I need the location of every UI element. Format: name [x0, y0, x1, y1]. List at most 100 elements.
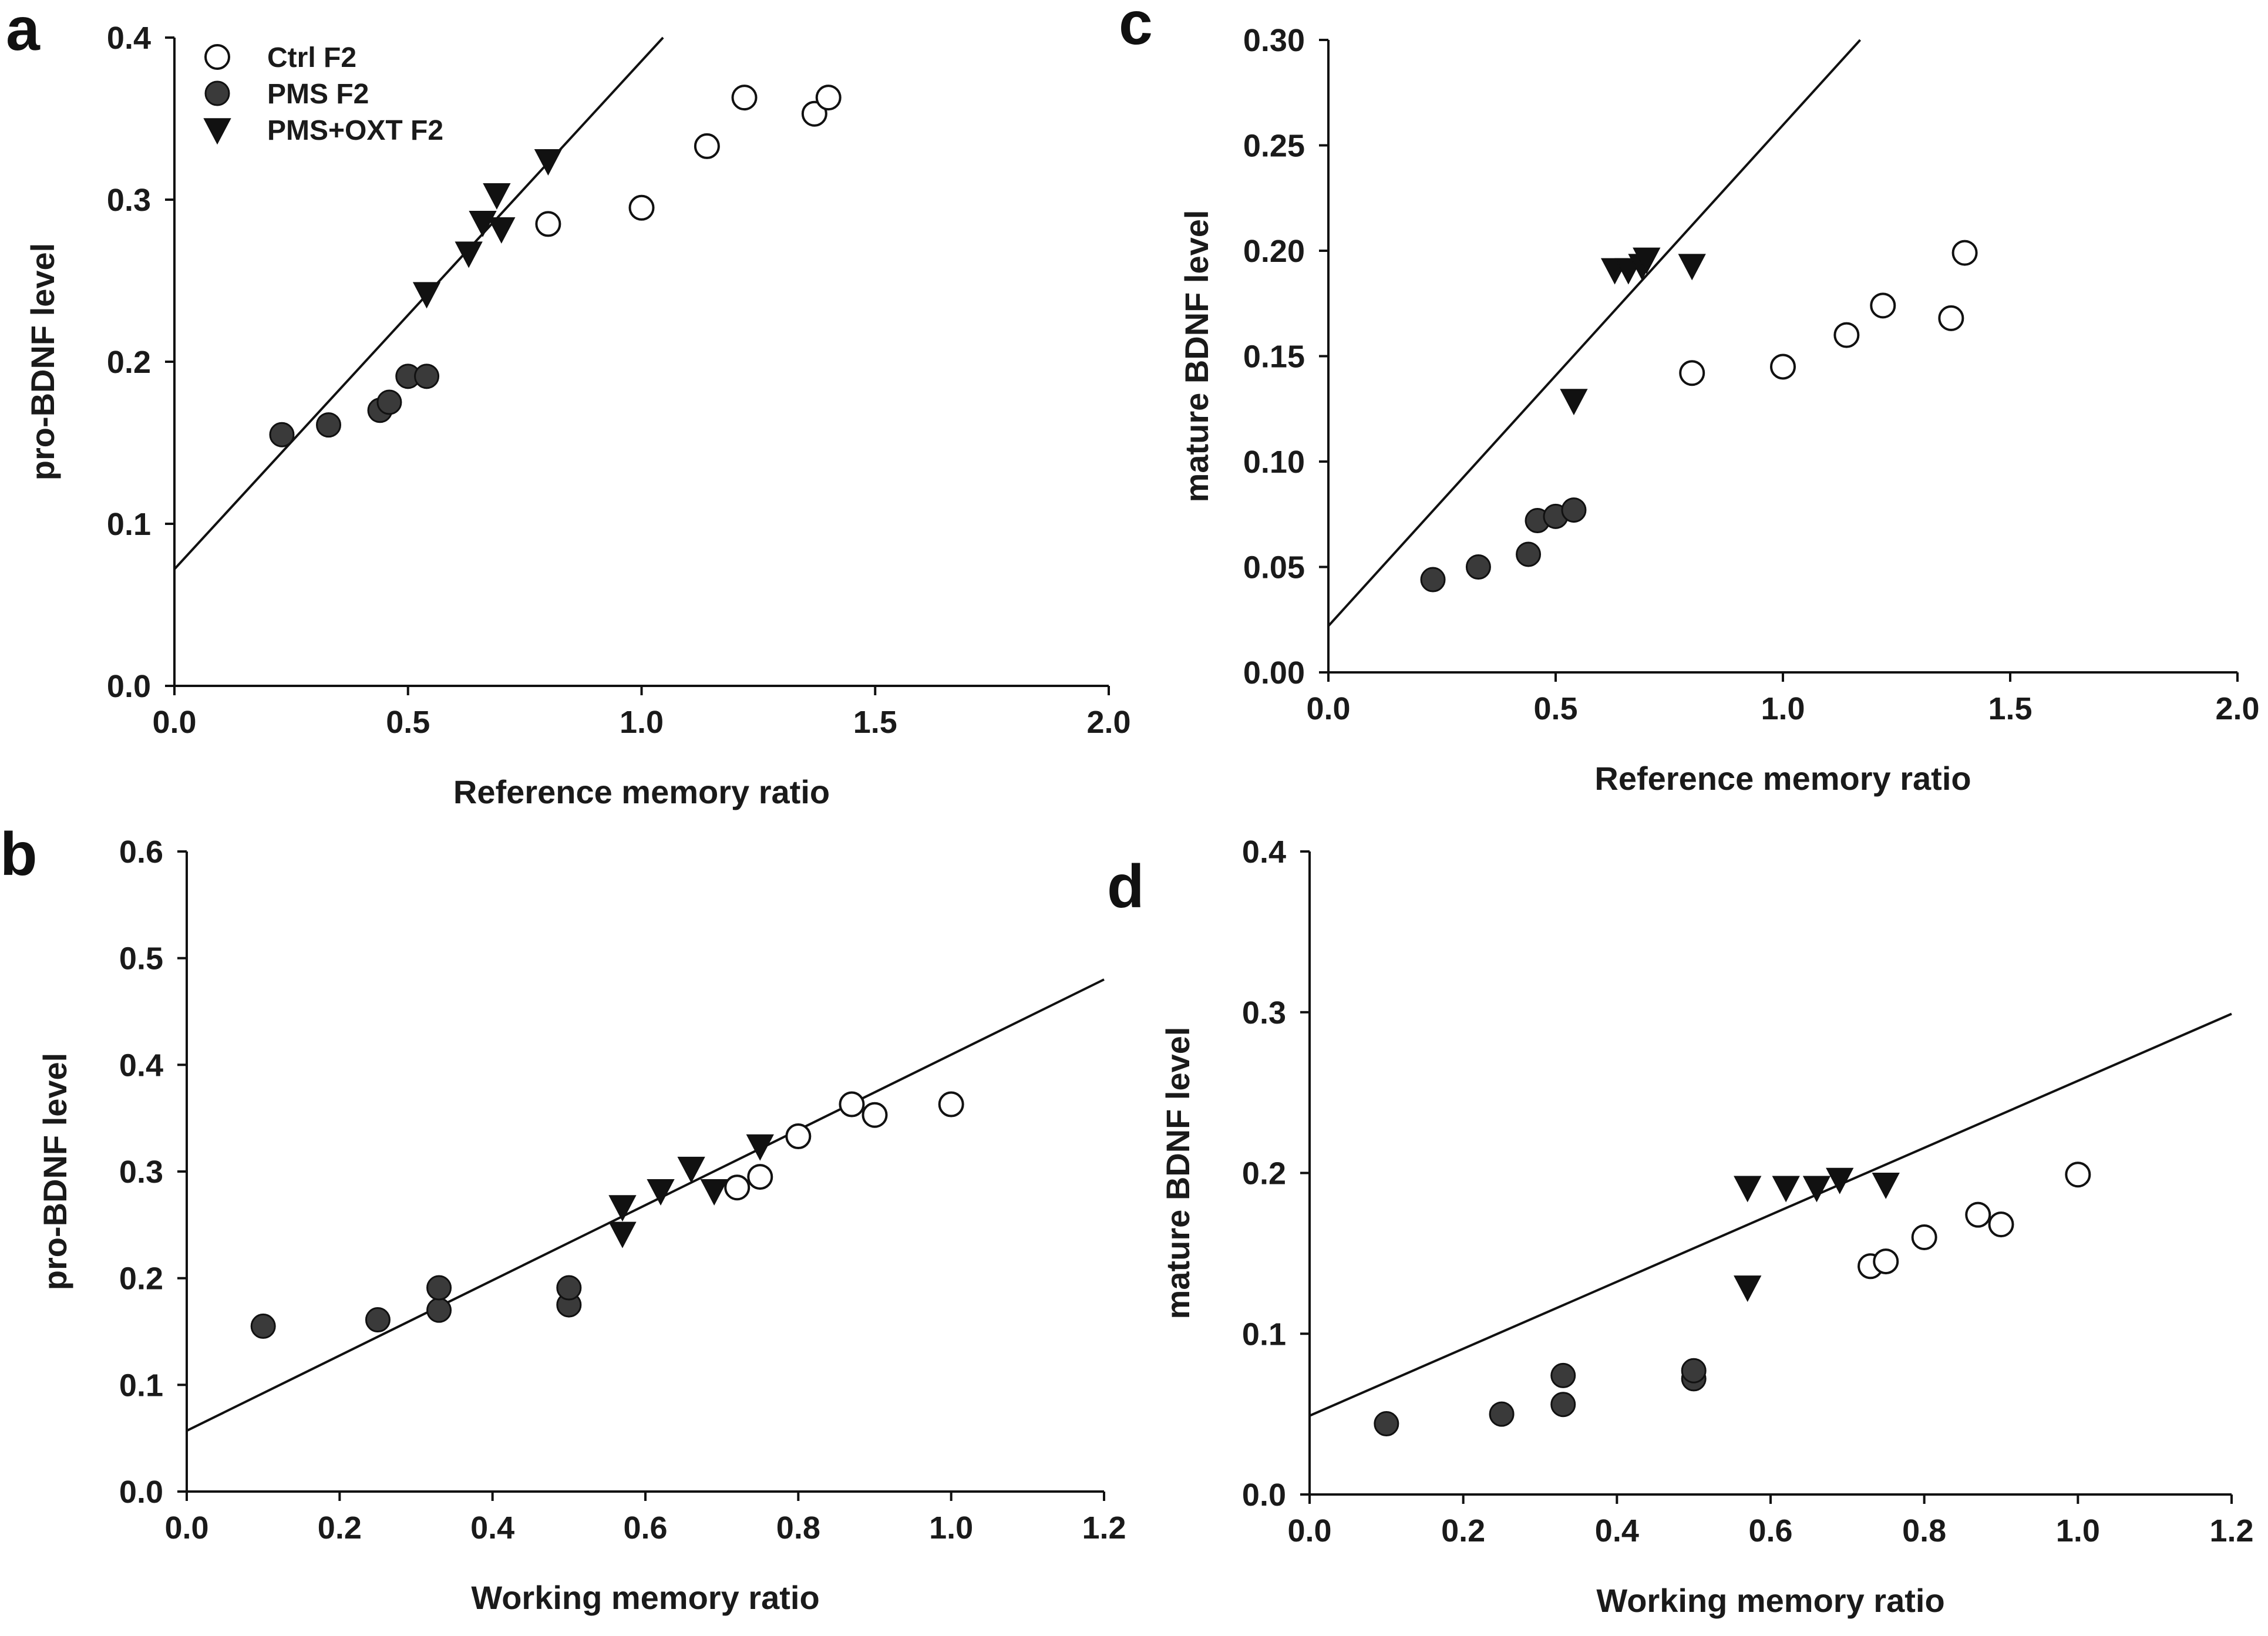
- data-point-filled-circle: [316, 412, 342, 438]
- data-point-down-triangle: [746, 1134, 774, 1161]
- data-point-down-triangle: [1734, 1176, 1762, 1203]
- data-point-down-triangle: [455, 241, 483, 268]
- data-point-down-triangle: [483, 183, 511, 210]
- y-tick-label: 0.0: [107, 669, 151, 704]
- y-tick-label: 0.05: [1243, 550, 1305, 585]
- x-tick-label: 2.0: [1086, 705, 1130, 740]
- data-point-filled-circle: [556, 1275, 582, 1301]
- data-point-open-circle: [1833, 322, 1860, 348]
- y-tick-label: 0.1: [1242, 1317, 1286, 1352]
- x-tick-label: 0.4: [470, 1510, 514, 1546]
- data-point-open-circle: [1965, 1201, 1991, 1228]
- x-tick-label: 0.0: [152, 705, 196, 740]
- regression-line: [186, 978, 1105, 1432]
- data-point-down-triangle: [1678, 254, 1706, 281]
- data-point-open-circle: [2065, 1162, 2091, 1188]
- x-tick-label: 0.2: [1441, 1513, 1485, 1549]
- data-point-down-triangle: [1772, 1176, 1800, 1203]
- x-tick-label: 0.2: [318, 1510, 362, 1546]
- data-point-open-circle: [535, 211, 561, 237]
- data-point-down-triangle: [647, 1179, 675, 1206]
- data-point-down-triangle: [700, 1179, 728, 1206]
- y-tick-label: 0.4: [119, 1048, 163, 1083]
- data-point-down-triangle: [1826, 1167, 1854, 1194]
- data-point-open-circle: [1679, 360, 1705, 386]
- y-tick-label: 0.2: [107, 345, 151, 380]
- data-point-filled-circle: [1489, 1401, 1515, 1427]
- y-tick-label: 0.1: [107, 507, 151, 542]
- x-tick-label: 0.0: [1306, 691, 1350, 726]
- data-point-down-triangle: [1560, 389, 1588, 416]
- data-point-down-triangle: [608, 1221, 637, 1248]
- x-tick-label: 0.8: [776, 1510, 820, 1546]
- data-point-filled-circle: [1465, 554, 1491, 580]
- data-point-open-circle: [801, 100, 827, 127]
- data-point-open-circle: [747, 1164, 773, 1190]
- y-tick-label: 0.1: [119, 1368, 163, 1403]
- panel-label-a: a: [6, 0, 41, 63]
- panel-label-b: b: [0, 820, 38, 888]
- x-tick-label: 1.2: [1082, 1510, 1126, 1546]
- y-tick-label: 0.20: [1243, 234, 1305, 269]
- y-tick-label: 0.00: [1243, 655, 1305, 691]
- data-point-down-triangle: [487, 217, 516, 244]
- data-point-filled-circle: [376, 389, 402, 415]
- panel-label-d: d: [1107, 853, 1145, 921]
- data-point-open-circle: [1873, 1248, 1899, 1275]
- x-tick-label: 1.0: [929, 1510, 973, 1546]
- y-tick-label: 0.3: [107, 183, 151, 218]
- y-tick-label: 0.5: [119, 941, 163, 977]
- y-tick-label: 0.0: [1242, 1477, 1286, 1513]
- regression-line: [1327, 39, 1862, 627]
- data-point-open-circle: [724, 1174, 751, 1201]
- x-tick-label: 1.0: [620, 705, 664, 740]
- data-point-open-circle: [862, 1102, 888, 1128]
- data-point-open-circle: [694, 133, 720, 159]
- y-tick-label: 0.30: [1243, 23, 1305, 58]
- data-point-down-triangle: [1734, 1275, 1762, 1302]
- y-tick-label: 0.25: [1243, 129, 1305, 164]
- data-point-open-circle: [731, 85, 758, 111]
- x-axis-title: Working memory ratio: [1596, 1582, 1944, 1619]
- x-tick-label: 0.0: [164, 1510, 208, 1546]
- data-point-open-circle: [1938, 305, 1964, 331]
- panel-b: b 0.0 0.2 0.4 0.6 0.8 1.0 1.2 0.0 0.1 0.2 0.3 0.4 0.5…: [0, 820, 1126, 1616]
- data-point-filled-circle: [1561, 497, 1587, 523]
- x-tick-label: 0.5: [386, 705, 430, 740]
- data-point-open-circle: [1770, 354, 1796, 380]
- y-axis-title: pro-BDNF level: [24, 243, 61, 481]
- x-tick-label: 0.6: [623, 1510, 667, 1546]
- x-tick-label: 0.5: [1533, 691, 1577, 726]
- y-tick-label: 0.2: [119, 1261, 163, 1297]
- data-point-open-circle: [839, 1091, 865, 1117]
- legend-label-ctrl: Ctrl F2: [267, 42, 356, 73]
- legend-label-pms: PMS F2: [267, 79, 369, 110]
- data-point-down-triangle: [1802, 1176, 1831, 1203]
- data-point-open-circle: [1951, 240, 1978, 266]
- y-tick-label: 0.6: [119, 834, 163, 870]
- y-tick-label: 0.4: [107, 21, 151, 56]
- legend-marker-pms: [204, 80, 230, 106]
- data-point-filled-circle: [365, 1307, 391, 1333]
- y-tick-label: 0.15: [1243, 339, 1305, 375]
- data-point-down-triangle: [677, 1156, 705, 1183]
- data-point-open-circle: [1988, 1211, 2014, 1238]
- data-point-filled-circle: [426, 1297, 452, 1323]
- data-point-filled-circle: [1516, 541, 1542, 567]
- x-tick-label: 0.6: [1748, 1513, 1792, 1549]
- data-point-filled-circle: [1550, 1392, 1576, 1418]
- x-tick-label: 1.0: [1761, 691, 1805, 726]
- data-point-filled-circle: [426, 1275, 452, 1301]
- y-axis-title: mature BDNF level: [1159, 1027, 1196, 1319]
- data-point-filled-circle: [1681, 1358, 1707, 1383]
- y-tick-label: 0.0: [119, 1475, 163, 1510]
- data-point-filled-circle: [1420, 567, 1446, 593]
- data-point-open-circle: [938, 1091, 964, 1117]
- x-tick-label: 0.4: [1595, 1513, 1639, 1549]
- regression-line: [173, 36, 664, 570]
- y-axis-title: mature BDNF level: [1178, 210, 1215, 503]
- x-axis-title: Reference memory ratio: [1594, 760, 1971, 797]
- data-point-open-circle: [628, 194, 655, 221]
- legend: Ctrl F2 PMS F2 PMS+OXT F2: [203, 42, 443, 146]
